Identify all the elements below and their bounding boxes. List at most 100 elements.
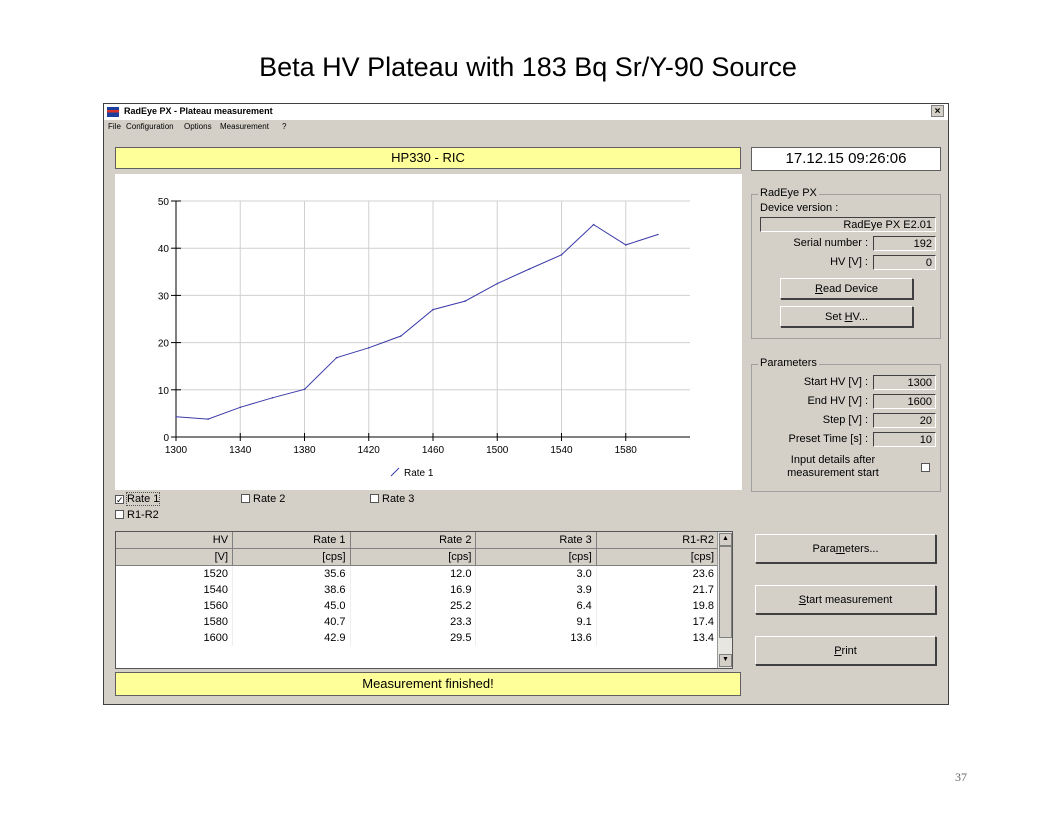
data-point <box>175 415 177 418</box>
table-row[interactable]: 1600 42.9 29.5 13.6 13.4 <box>116 630 720 646</box>
step-field[interactable]: 20 <box>873 413 936 428</box>
end-hv-field[interactable]: 1600 <box>873 394 936 409</box>
menu-measurement[interactable]: Measurement <box>220 122 269 131</box>
menu-configuration[interactable]: Configuration <box>126 122 174 131</box>
start-measurement-button[interactable]: Start measurement <box>755 585 936 614</box>
read-device-button[interactable]: Read Device <box>780 278 913 299</box>
menu-file[interactable]: File <box>108 122 121 131</box>
data-point <box>271 397 274 399</box>
y-tick-label: 50 <box>158 197 170 208</box>
menu-options[interactable]: Options <box>184 122 212 131</box>
col-header-hv: HV <box>116 532 234 549</box>
checkbox-rate2-box[interactable] <box>241 494 250 503</box>
data-point <box>592 223 595 226</box>
data-point <box>368 347 370 349</box>
window-title: RadEye PX - Plateau measurement <box>124 106 273 116</box>
table-row[interactable]: 1580 40.7 23.3 9.1 17.4 <box>116 614 720 630</box>
checkbox-rate3[interactable]: Rate 3 <box>370 493 414 505</box>
cell-rate3: 3.0 <box>475 565 597 582</box>
set-hv-button[interactable]: Set HV... <box>780 306 913 327</box>
scroll-down-icon[interactable]: ▼ <box>719 654 732 667</box>
checkbox-rate2[interactable]: Rate 2 <box>241 493 285 505</box>
checkbox-r1r2-box[interactable] <box>115 510 124 519</box>
data-point <box>335 356 338 359</box>
input-details-line2: measurement start <box>787 467 879 479</box>
cell-rate3: 9.1 <box>475 614 597 630</box>
y-tick-label: 20 <box>158 339 170 350</box>
slide-title: Beta HV Plateau with 183 Bq Sr/Y-90 Sour… <box>259 52 797 82</box>
cell-rate2: 23.3 <box>350 614 477 630</box>
app-window: RadEye PX - Plateau measurement × File C… <box>103 103 949 705</box>
app-logo-icon <box>107 107 119 117</box>
cell-r1r2: 13.4 <box>596 630 720 646</box>
data-point <box>432 308 434 311</box>
scroll-up-icon[interactable]: ▲ <box>719 533 732 546</box>
legend-label: Rate 1 <box>404 468 434 479</box>
plateau-chart: 1300 1340 1380 1420 1460 1500 1540 1580 0 10 20 30 4… <box>115 174 742 490</box>
scroll-thumb[interactable] <box>719 546 732 638</box>
y-tick-label: 10 <box>158 386 170 397</box>
cell-hv: 1540 <box>116 582 234 598</box>
cell-rate3: 3.9 <box>475 582 597 598</box>
cell-rate2: 29.5 <box>350 630 477 646</box>
parameters-label: eters... <box>844 542 879 555</box>
x-tick-label: 1460 <box>422 445 445 456</box>
cell-hv: 1520 <box>116 565 234 582</box>
parameters-group: Parameters Start HV [V] : 1300 End HV [V… <box>751 357 941 492</box>
serial-number-label: Serial number : <box>793 237 868 249</box>
menu-help[interactable]: ? <box>282 122 287 131</box>
col-header-r1r2: R1-R2 <box>596 532 720 549</box>
start-hv-label: Start HV [V] : <box>803 376 868 388</box>
start-hv-field[interactable]: 1300 <box>873 375 936 390</box>
cell-hv: 1580 <box>116 614 234 630</box>
print-button[interactable]: Print <box>755 636 936 665</box>
x-tick-label: 1580 <box>615 445 638 456</box>
checkbox-rate1[interactable]: ✓ Rate 1 <box>115 492 161 506</box>
cell-r1r2: 21.7 <box>596 582 720 598</box>
end-hv-label: End HV [V] : <box>807 395 868 407</box>
legend-swatch <box>390 467 400 477</box>
x-tick-label: 1300 <box>165 445 188 456</box>
read-device-label: ead Device <box>822 282 878 295</box>
cell-rate3: 13.6 <box>475 630 597 646</box>
x-tick-label: 1500 <box>486 445 509 456</box>
data-point <box>207 418 209 420</box>
cell-rate2: 25.2 <box>350 598 477 614</box>
table-row[interactable]: 1520 35.6 12.0 3.0 23.6 <box>116 565 720 582</box>
step-label: Step [V] : <box>822 414 868 426</box>
close-button[interactable]: × <box>931 105 944 117</box>
x-tick-label: 1420 <box>358 445 381 456</box>
checkbox-r1r2-label: R1-R2 <box>127 509 159 521</box>
table-row[interactable]: 1540 38.6 16.9 3.9 21.7 <box>116 582 720 598</box>
start-label: tart measurement <box>806 593 893 606</box>
input-details-checkbox[interactable] <box>921 463 930 472</box>
cell-rate2: 16.9 <box>350 582 477 598</box>
checkbox-r1r2[interactable]: R1-R2 <box>115 509 159 521</box>
x-tick-label: 1380 <box>293 445 316 456</box>
cell-rate1: 45.0 <box>232 598 351 614</box>
print-mnemonic: P <box>834 644 842 657</box>
device-banner: HP330 - RIC <box>115 147 741 169</box>
data-point <box>400 335 402 337</box>
table-row[interactable]: 1560 45.0 25.2 6.4 19.8 <box>116 598 720 614</box>
checkbox-rate2-label: Rate 2 <box>253 493 286 505</box>
checkbox-rate3-box[interactable] <box>370 494 379 503</box>
input-details-line1: Input details after <box>790 454 876 466</box>
table-scrollbar[interactable]: ▲ ▼ <box>717 532 732 668</box>
title-bar[interactable]: RadEye PX - Plateau measurement × <box>104 104 948 120</box>
set-hv-mnemonic: H <box>844 310 853 323</box>
results-table[interactable]: HV Rate 1 Rate 2 Rate 3 R1-R2 [V] [cps] … <box>115 531 733 669</box>
cell-rate1: 38.6 <box>232 582 351 598</box>
checkbox-rate1-box[interactable]: ✓ <box>115 495 124 505</box>
preset-time-field[interactable]: 10 <box>873 432 936 447</box>
x-tick-label: 1340 <box>229 445 252 456</box>
parameters-button[interactable]: Parameters... <box>755 534 936 563</box>
cell-r1r2: 23.6 <box>596 565 720 582</box>
device-hv-label: HV [V] : <box>830 256 868 268</box>
preset-time-label: Preset Time [s] : <box>788 433 868 445</box>
device-group: RadEye PX Device version : RadEye PX E2.… <box>751 187 941 339</box>
series-line-rate1 <box>175 223 659 420</box>
col-header-rate1: Rate 1 <box>232 532 351 549</box>
checkbox-rate1-label: Rate 1 <box>125 492 161 506</box>
parameters-group-title: Parameters <box>758 357 819 369</box>
